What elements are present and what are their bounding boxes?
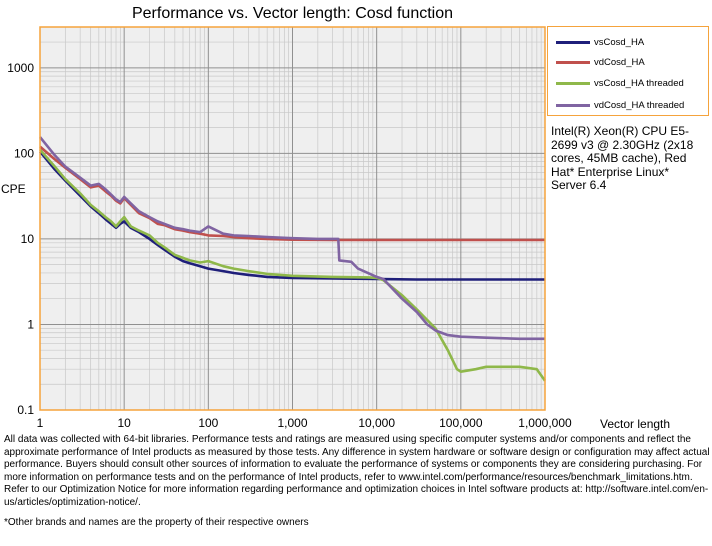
series-line-vscosd-ha-threaded <box>39 148 547 382</box>
legend-swatch-vdcosd-ha-threaded <box>556 103 590 107</box>
system-info-text: Intel(R) Xeon(R) CPU E5-2699 v3 @ 2.30GH… <box>551 124 694 192</box>
series-layer <box>38 136 547 382</box>
x-axis-label: Vector length <box>600 417 671 431</box>
legend-item-vdcosd-ha: vdCosd_HA <box>556 55 645 69</box>
legend-label-vscosd-ha: vsCosd_HA <box>594 36 645 48</box>
plot-border <box>39 26 546 411</box>
x-tick-label: 100,000 <box>439 416 483 430</box>
x-tick-label: 1 <box>37 416 44 430</box>
legend-label-vdcosd-ha: vdCosd_HA <box>594 56 645 68</box>
x-tick-labels: 1 10 100 1,000 10,000 100,000 1,000,000 <box>37 416 572 430</box>
legend-item-vdcosd-ha-threaded: vdCosd_HA threaded <box>556 98 684 112</box>
y-axis-label: CPE <box>1 182 26 196</box>
y-tick-label: 1 <box>27 317 34 331</box>
legend-label-vscosd-ha-threaded: vsCosd_HA threaded <box>594 77 684 89</box>
legend-item-vscosd-ha-threaded: vsCosd_HA threaded <box>556 76 684 90</box>
legend-swatch-vdcosd-ha <box>556 60 590 64</box>
chart-title: Performance vs. Vector length: Cosd func… <box>131 5 454 22</box>
x-tick-label: 1,000,000 <box>518 416 572 430</box>
series-line-vscosd-ha <box>38 150 545 281</box>
legend-swatch-vscosd-ha <box>556 40 590 44</box>
y-tick-label: 10 <box>21 232 35 246</box>
y-tick-label: 100 <box>14 146 34 160</box>
x-tick-label: 1,000 <box>277 416 307 430</box>
series-line-vdcosd-ha-threaded <box>38 136 545 341</box>
legend-label-vdcosd-ha-threaded: vdCosd_HA threaded <box>594 99 685 111</box>
x-tick-label: 10 <box>117 416 131 430</box>
y-tick-label: 0.1 <box>17 403 34 417</box>
x-tick-label: 100 <box>198 416 218 430</box>
legend-swatch-vscosd-ha-threaded <box>556 81 590 85</box>
footnote-disclaimer: All data was collected with 64-bit libra… <box>4 434 710 508</box>
legend-item-vscosd-ha: vsCosd_HA <box>556 35 644 49</box>
y-tick-label: 1000 <box>7 61 34 75</box>
legend: vsCosd_HA vdCosd_HA vsCosd_HA threaded v… <box>547 26 709 116</box>
x-tick-label: 10,000 <box>358 416 395 430</box>
y-tick-labels: 0.1 1 10 100 1000 <box>7 61 34 417</box>
footnote-trademarks: *Other brands and names are the property… <box>4 517 309 528</box>
